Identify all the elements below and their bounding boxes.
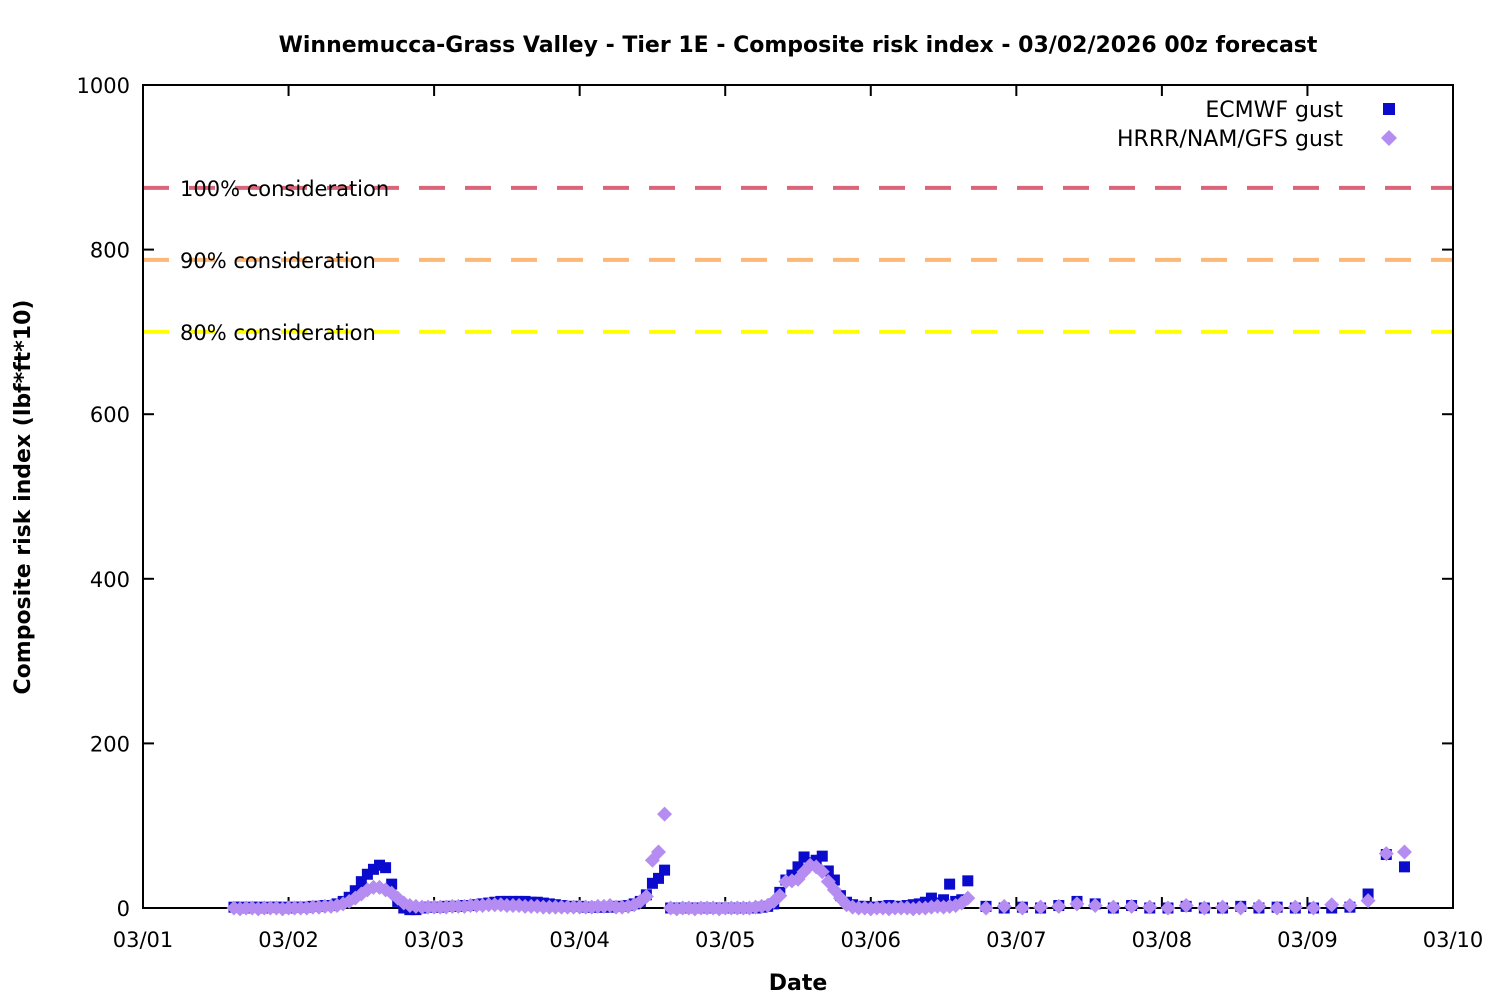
data-point xyxy=(646,877,658,889)
y-tick-label: 0 xyxy=(117,897,130,921)
data-point xyxy=(1324,897,1340,913)
x-tick-label: 03/08 xyxy=(1132,928,1193,952)
data-point xyxy=(814,864,830,880)
data-point xyxy=(1105,899,1121,915)
data-point xyxy=(978,900,994,916)
plot-border xyxy=(142,84,1454,909)
y-tick-label: 1000 xyxy=(77,74,130,98)
legend-label-ecmwf: ECMWF gust xyxy=(1205,98,1343,123)
series-hrrr xyxy=(226,806,1412,917)
data-point xyxy=(1215,899,1231,915)
x-tick-label: 03/07 xyxy=(986,928,1047,952)
data-point xyxy=(1360,893,1376,909)
x-tick-label: 03/05 xyxy=(695,928,756,952)
x-tick-label: 03/10 xyxy=(1423,928,1484,952)
data-point xyxy=(1251,898,1267,914)
x-tick-label: 03/09 xyxy=(1277,928,1338,952)
data-point xyxy=(1306,900,1322,916)
data-point xyxy=(1287,899,1303,915)
y-axis-title: Composite risk index (lbf*ft*10) xyxy=(11,300,36,695)
data-point xyxy=(1014,900,1030,916)
data-point xyxy=(380,862,392,874)
data-point xyxy=(816,850,828,862)
data-point xyxy=(1178,898,1194,914)
data-point xyxy=(657,806,673,822)
data-point xyxy=(1124,898,1140,914)
data-point xyxy=(828,874,840,886)
data-point xyxy=(355,876,367,888)
data-point xyxy=(367,863,379,875)
threshold-label: 100% consideration xyxy=(180,177,389,201)
data-point xyxy=(653,872,665,884)
data-point xyxy=(1142,899,1158,915)
data-point xyxy=(1051,898,1067,914)
x-tick-label: 03/03 xyxy=(404,928,465,952)
data-point xyxy=(1087,898,1103,914)
y-tick-label: 800 xyxy=(90,239,130,263)
data-point xyxy=(960,890,976,906)
data-point xyxy=(1398,861,1410,873)
data-point xyxy=(1342,898,1358,914)
data-point xyxy=(772,888,788,904)
data-point xyxy=(1378,846,1394,862)
x-tick-label: 03/04 xyxy=(549,928,610,952)
threshold-label: 90% consideration xyxy=(180,249,376,273)
data-point xyxy=(1233,900,1249,916)
data-point xyxy=(962,875,974,887)
data-point xyxy=(651,844,667,860)
data-point xyxy=(792,861,804,873)
legend: ECMWF gust HRRR/NAM/GFS gust xyxy=(1117,98,1397,152)
data-point xyxy=(996,898,1012,914)
data-point xyxy=(361,868,373,880)
data-point xyxy=(1160,900,1176,916)
plot-border-layer xyxy=(142,84,1454,909)
legend-marker-hrrr-diamond xyxy=(1381,130,1397,146)
axis-ticks-layer: 03/01 03/02 03/03 03/04 03/05 03/06 03/07 03/08… xyxy=(77,74,1484,952)
data-point xyxy=(925,892,937,904)
data-point xyxy=(1196,900,1212,916)
data-point xyxy=(798,851,810,863)
data-point xyxy=(1396,844,1412,860)
data-point xyxy=(1269,900,1285,916)
data-point xyxy=(1033,899,1049,915)
data-point xyxy=(659,864,671,876)
x-tick-label: 03/02 xyxy=(258,928,319,952)
data-point xyxy=(374,859,386,871)
legend-label-hrrr: HRRR/NAM/GFS gust xyxy=(1117,127,1343,152)
x-tick-label: 03/01 xyxy=(113,928,174,952)
x-tick-label: 03/06 xyxy=(841,928,902,952)
data-point xyxy=(638,888,654,904)
y-tick-label: 200 xyxy=(90,732,130,756)
data-point xyxy=(386,878,398,890)
y-tick-label: 600 xyxy=(90,403,130,427)
data-points-layer xyxy=(226,806,1412,917)
y-tick-label: 400 xyxy=(90,568,130,592)
data-point xyxy=(1069,896,1085,912)
x-axis-title: Date xyxy=(769,971,828,996)
threshold-lines-layer xyxy=(143,185,1453,334)
threshold-labels-layer: 100% consideration 90% consideration 80% c… xyxy=(180,177,389,345)
threshold-label: 80% consideration xyxy=(180,321,376,345)
chart-title: Winnemucca-Grass Valley - Tier 1E - Comp… xyxy=(279,33,1318,58)
data-point xyxy=(944,878,956,890)
legend-marker-ecmwf-square xyxy=(1383,103,1395,115)
